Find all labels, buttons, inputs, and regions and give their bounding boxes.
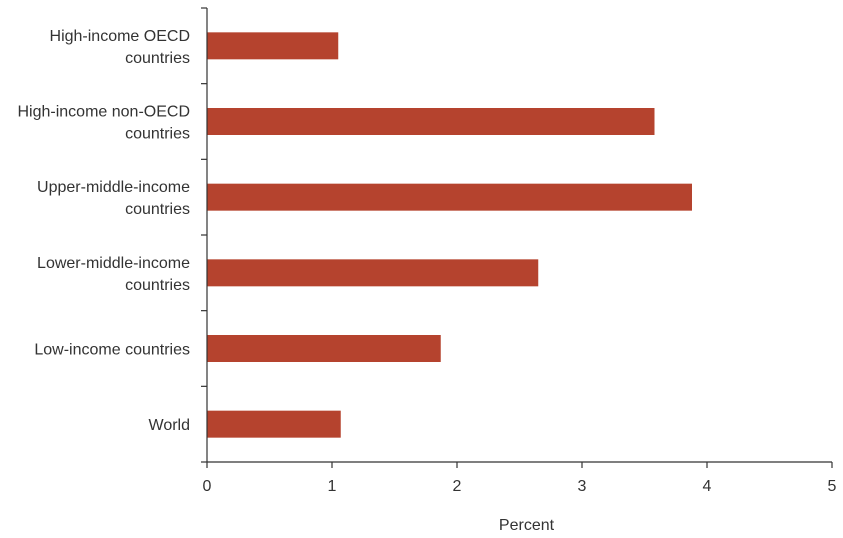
bar bbox=[207, 183, 692, 211]
x-axis: 0 1 2 3 4 5 bbox=[203, 461, 837, 495]
x-tick-label: 1 bbox=[328, 478, 337, 495]
bar bbox=[207, 259, 539, 287]
category-label: Upper-middle-income countries bbox=[37, 179, 190, 218]
category-label: Lower-middle-income countries bbox=[37, 255, 190, 294]
bars-group bbox=[207, 32, 692, 438]
category-label: High-income non-OECD countries bbox=[17, 104, 190, 143]
bar bbox=[207, 108, 655, 135]
x-tick-label: 5 bbox=[828, 478, 837, 495]
category-label: Low-income countries bbox=[34, 342, 190, 359]
x-tick-label: 2 bbox=[453, 478, 462, 495]
category-label: High-income OECD countries bbox=[50, 28, 190, 67]
x-axis-title: Percent bbox=[499, 517, 555, 534]
x-tick-label: 4 bbox=[703, 478, 712, 495]
bar bbox=[207, 32, 339, 60]
category-label: World bbox=[149, 417, 191, 434]
y-axis: High-income OECD countries High-income non… bbox=[17, 7, 208, 463]
x-tick-label: 3 bbox=[578, 478, 587, 495]
x-tick-label: 0 bbox=[203, 478, 212, 495]
bar bbox=[207, 335, 441, 362]
bar bbox=[207, 410, 341, 438]
